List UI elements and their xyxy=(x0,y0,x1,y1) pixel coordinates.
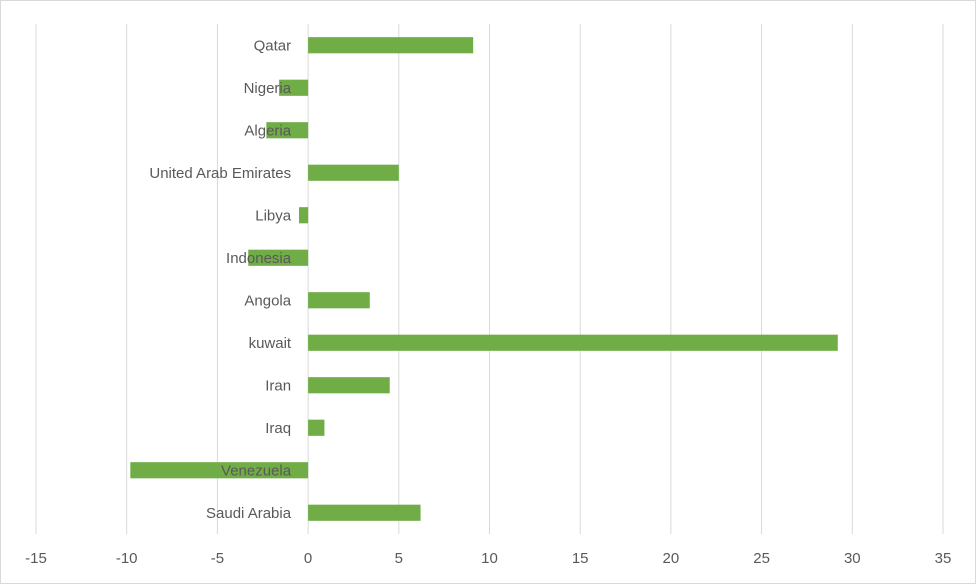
category-label: Libya xyxy=(255,207,292,224)
bar xyxy=(308,377,390,394)
gridlines xyxy=(35,24,944,534)
x-tick-label: 15 xyxy=(572,550,589,567)
x-tick-label: 10 xyxy=(481,550,498,567)
category-label: Algeria xyxy=(244,122,291,139)
category-labels: Saudi Arabia Venezuela Iraq Iran kuwait Angol… xyxy=(149,37,292,522)
x-tick-label: -5 xyxy=(211,550,224,567)
bar xyxy=(299,207,309,224)
category-label: Venezuela xyxy=(221,462,292,479)
x-tick-label: 20 xyxy=(663,550,680,567)
x-tick-label: 30 xyxy=(844,550,861,567)
x-tick-label: 25 xyxy=(753,550,770,567)
x-tick-label: -15 xyxy=(25,550,47,567)
x-tick-label: -10 xyxy=(116,550,138,567)
bar xyxy=(308,292,370,309)
category-label: kuwait xyxy=(249,335,292,352)
category-label: Iraq xyxy=(265,420,291,437)
x-tick-label: 5 xyxy=(395,550,403,567)
bar xyxy=(308,419,325,436)
bar xyxy=(266,122,309,139)
category-label: United Arab Emirates xyxy=(149,165,291,182)
category-label: Indonesia xyxy=(226,250,292,267)
category-label: Angola xyxy=(244,292,291,309)
bar xyxy=(279,79,309,96)
bar xyxy=(308,504,421,521)
bar xyxy=(308,334,838,351)
bar xyxy=(248,249,309,266)
category-label: Saudi Arabia xyxy=(206,505,292,522)
bar xyxy=(308,37,474,54)
category-label: Iran xyxy=(265,377,291,394)
x-axis-tick-labels: -15 -10 -5 0 5 10 15 20 25 30 35 xyxy=(25,550,951,567)
bar xyxy=(308,164,399,181)
bar xyxy=(130,462,309,479)
bars xyxy=(130,37,838,521)
x-tick-label: 0 xyxy=(304,550,312,567)
category-label: Nigeria xyxy=(244,80,292,97)
x-tick-label: 35 xyxy=(935,550,952,567)
category-label: Qatar xyxy=(254,37,292,54)
